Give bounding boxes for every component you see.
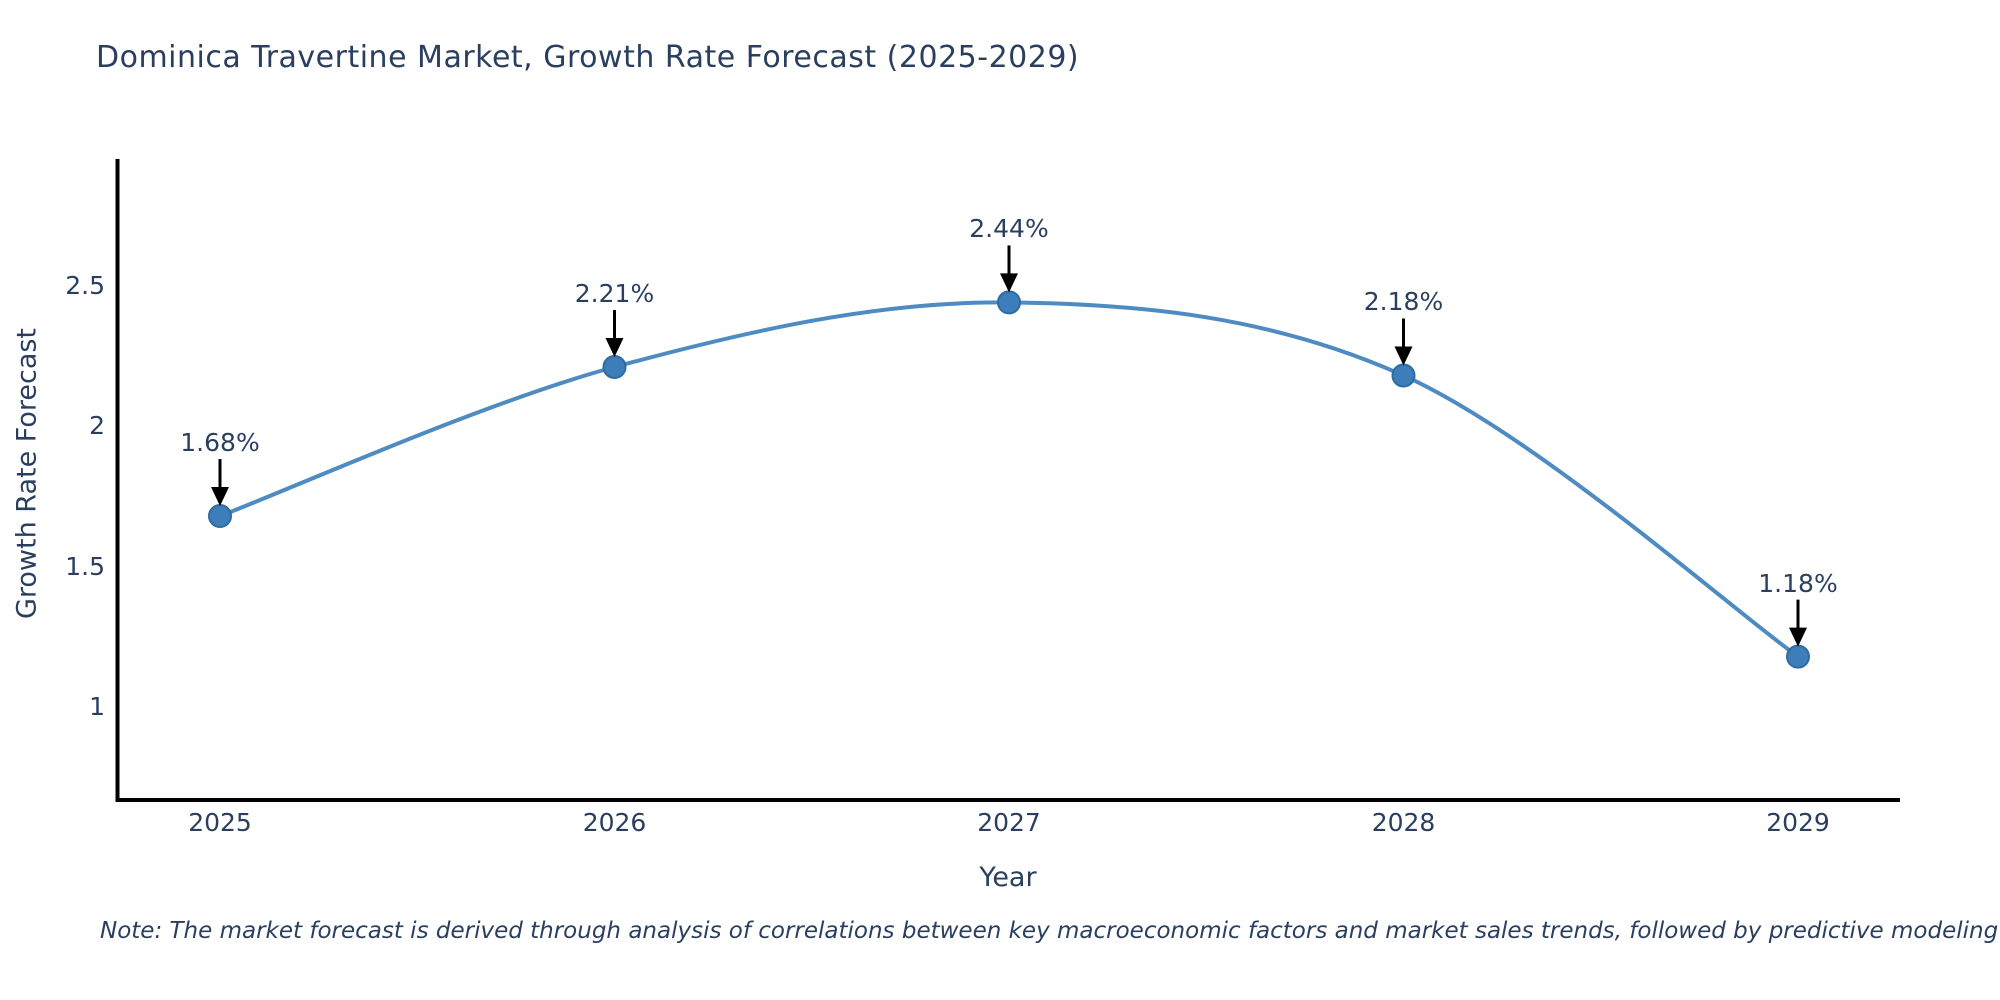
y-tick-label-2.5: 2.5: [65, 270, 105, 300]
x-axis-title: Year: [979, 862, 1037, 893]
forecast-line: [219, 300, 1800, 659]
point-value-label-2027: 2.44%: [969, 214, 1049, 244]
y-tick-label-1: 1: [89, 692, 105, 722]
annotation-arrow-head-2027: [1000, 273, 1018, 293]
data-point-2025: [208, 504, 232, 529]
data-point-2026: [602, 355, 627, 380]
x-tick-label-2026: 2026: [582, 808, 647, 837]
data-point-2029: [1786, 644, 1810, 669]
annotation-arrow-head-2026: [605, 338, 624, 358]
annotation-arrow-head-2029: [1789, 627, 1807, 647]
annotation-arrow-head-2028: [1394, 346, 1413, 366]
point-value-label-2025: 1.68%: [180, 428, 260, 458]
chart-title: Dominica Travertine Market, Growth Rate …: [96, 40, 1080, 75]
y-tick-label-1.5: 1.5: [65, 551, 105, 581]
point-value-label-2029: 1.18%: [1758, 568, 1838, 598]
data-point-2027: [997, 290, 1021, 315]
x-tick-label-2025: 2025: [188, 808, 252, 837]
x-tick-label-2029: 2029: [1766, 808, 1830, 837]
point-value-label-2026: 2.21%: [574, 279, 655, 309]
point-value-label-2028: 2.18%: [1363, 287, 1444, 317]
forecast-line-series: [208, 290, 1810, 669]
footnote: Note: The market forecast is derived thr…: [100, 918, 2000, 944]
y-tick-label-2: 2: [89, 411, 105, 441]
x-tick-label-2028: 2028: [1371, 808, 1436, 837]
annotation-arrows: [211, 245, 1807, 647]
x-tick-label-2027: 2027: [977, 808, 1041, 837]
annotation-arrow-head-2025: [211, 487, 229, 507]
data-point-2028: [1391, 363, 1416, 388]
